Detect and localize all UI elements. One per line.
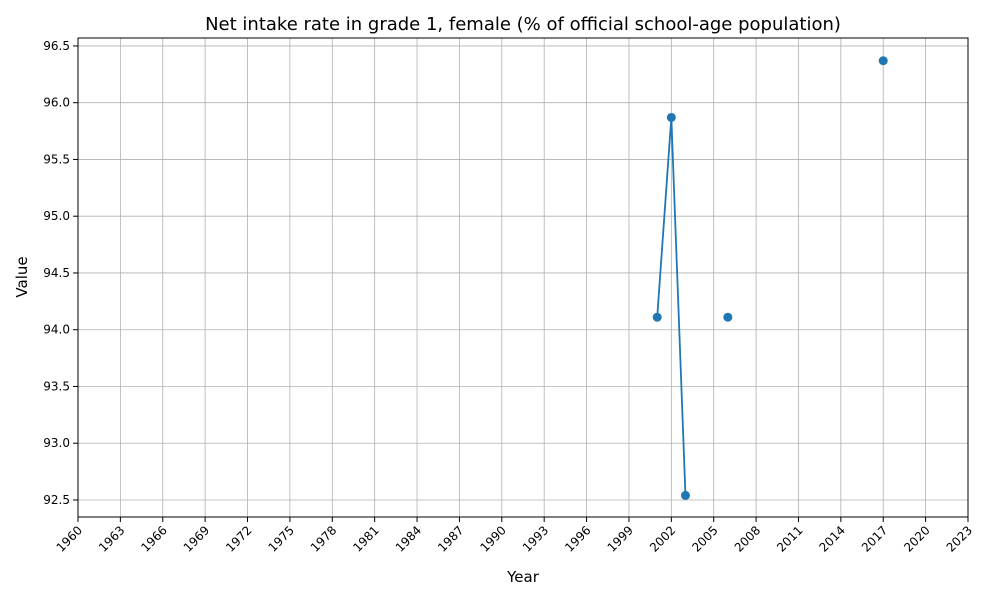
- y-tick-label: 95.0: [43, 209, 70, 223]
- y-tick-label: 94.5: [43, 266, 70, 280]
- series-layer: [652, 56, 888, 500]
- data-point: [666, 112, 676, 122]
- axes-layer: [77, 37, 969, 518]
- data-point: [878, 56, 888, 66]
- y-tick-label: 96.5: [43, 39, 70, 53]
- y-tick-label: 96.0: [43, 96, 70, 110]
- y-tick-label: 92.5: [43, 493, 70, 507]
- grid-layer: [77, 38, 969, 517]
- data-point: [723, 312, 733, 322]
- data-point: [680, 490, 690, 500]
- y-tick-label: 93.0: [43, 436, 70, 450]
- x-axis-title: Year: [506, 568, 540, 586]
- plot-frame: [77, 37, 969, 518]
- data-point: [652, 312, 662, 322]
- y-tick-label: 94.0: [43, 323, 70, 337]
- y-tick-label: 93.5: [43, 379, 70, 393]
- y-axis-title: Value: [13, 256, 31, 297]
- y-tick-label: 95.5: [43, 152, 70, 166]
- chart-title: Net intake rate in grade 1, female (% of…: [205, 14, 841, 35]
